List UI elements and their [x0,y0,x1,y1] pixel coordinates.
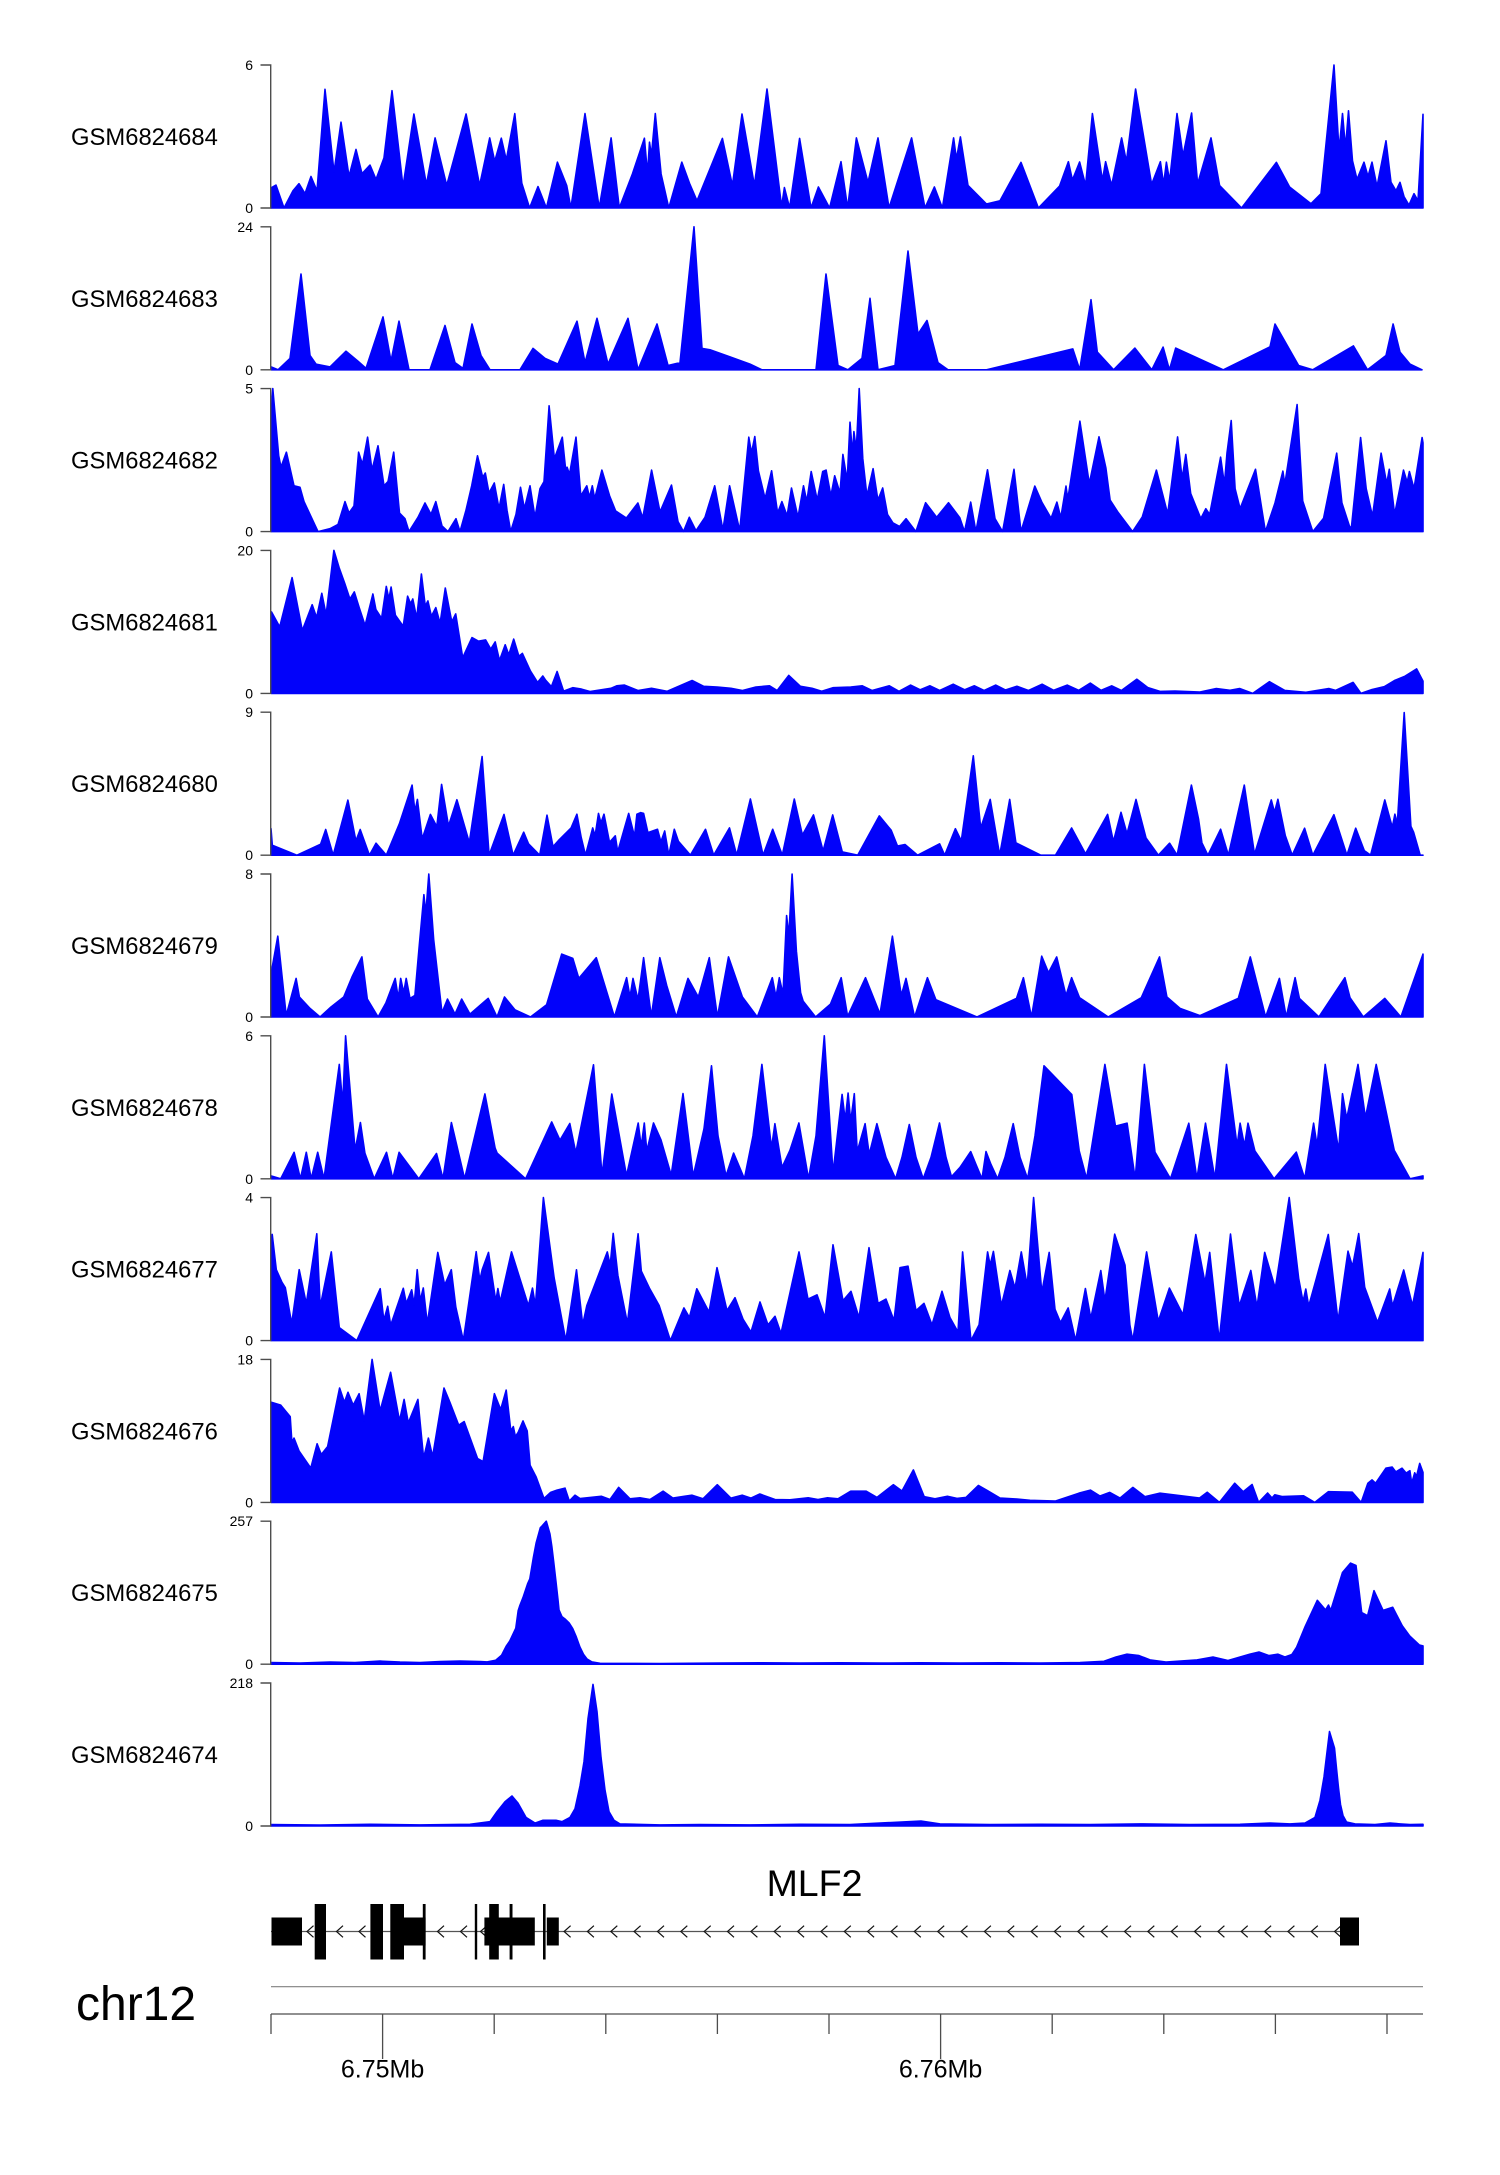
svg-text:MLF2: MLF2 [767,1862,863,1904]
svg-text:GSM6824683: GSM6824683 [71,286,218,313]
svg-text:20: 20 [237,542,253,558]
svg-text:0: 0 [245,1171,253,1187]
svg-text:GSM6824677: GSM6824677 [71,1257,218,1284]
svg-text:4: 4 [245,1190,253,1206]
svg-text:GSM6824679: GSM6824679 [71,933,218,960]
svg-text:9: 9 [245,704,253,720]
svg-text:GSM6824681: GSM6824681 [71,609,218,636]
svg-text:GSM6824682: GSM6824682 [71,448,218,475]
svg-text:6: 6 [245,1028,253,1044]
svg-text:0: 0 [245,200,253,216]
svg-text:8: 8 [245,866,253,882]
svg-text:0: 0 [245,1656,253,1672]
svg-text:GSM6824675: GSM6824675 [71,1580,218,1607]
svg-text:0: 0 [245,1494,253,1510]
svg-text:0: 0 [245,685,253,701]
svg-text:218: 218 [230,1675,254,1691]
svg-text:257: 257 [230,1513,254,1529]
svg-text:0: 0 [245,1009,253,1025]
svg-text:GSM6824680: GSM6824680 [71,771,218,798]
svg-text:0: 0 [245,1333,253,1349]
svg-text:6.75Mb: 6.75Mb [341,2056,424,2084]
svg-text:chr12: chr12 [76,1978,196,2031]
svg-text:6.76Mb: 6.76Mb [899,2056,982,2084]
svg-text:GSM6824684: GSM6824684 [71,124,218,151]
svg-text:GSM6824674: GSM6824674 [71,1742,218,1769]
svg-text:0: 0 [245,847,253,863]
svg-text:18: 18 [237,1351,253,1367]
svg-text:5: 5 [245,381,253,397]
svg-text:24: 24 [237,219,253,235]
svg-text:0: 0 [245,1818,253,1834]
svg-text:6: 6 [245,57,253,73]
svg-text:0: 0 [245,524,253,540]
svg-text:GSM6824678: GSM6824678 [71,1095,218,1122]
svg-text:0: 0 [245,362,253,378]
svg-text:GSM6824676: GSM6824676 [71,1418,218,1445]
